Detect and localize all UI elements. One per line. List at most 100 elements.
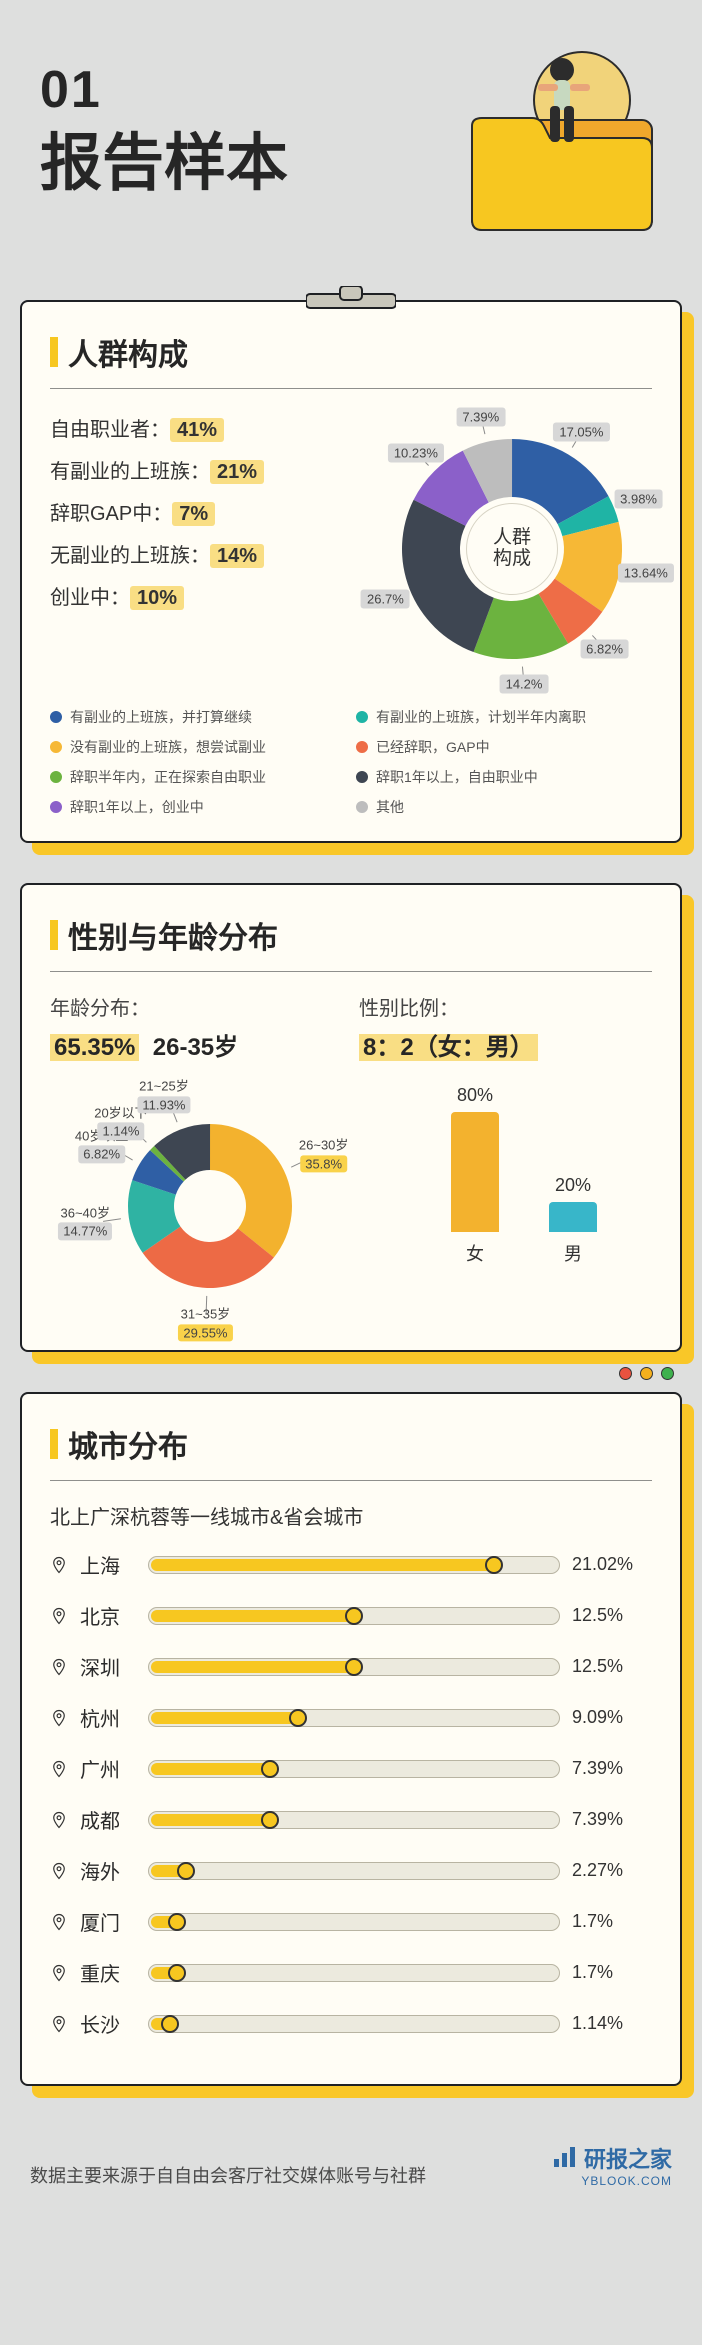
city-bar-list: 上海 21.02%北京 12.5%深圳 12.5%杭州 9.09%广州: [50, 1550, 652, 2038]
city-bar-track: [148, 1760, 560, 1778]
city-name: 重庆: [80, 1958, 136, 1987]
city-row: 北京 12.5%: [50, 1601, 652, 1630]
city-name: 长沙: [80, 2009, 136, 2038]
city-pct: 1.7%: [572, 1962, 652, 1983]
city-subtitle: 北上广深杭蓉等一线城市&省会城市: [50, 1501, 652, 1530]
legend-item: 辞职半年内，正在探索自由职业: [50, 767, 346, 787]
age-slice-label: 36~40岁14.77%: [52, 1204, 118, 1241]
donut-pct-label: 6.82%: [580, 639, 629, 658]
city-row: 长沙 1.14%: [50, 2009, 652, 2038]
summary-line: 有副业的上班族：21%: [50, 451, 356, 493]
clip-icon: [306, 286, 396, 310]
city-pct: 1.14%: [572, 2013, 652, 2034]
map-pin-icon: [50, 1760, 68, 1778]
gender-headline: 8：2（女：男）: [359, 1027, 652, 1062]
city-pct: 7.39%: [572, 1809, 652, 1830]
city-name: 成都: [80, 1805, 136, 1834]
city-row: 深圳 12.5%: [50, 1652, 652, 1681]
summary-line: 自由职业者：41%: [50, 409, 356, 451]
legend-item: 其他: [356, 797, 652, 817]
summary-line: 无副业的上班族：14%: [50, 535, 356, 577]
brand-sub: YBLOOK.COM: [552, 2174, 672, 2188]
age-heading: 年龄分布：: [50, 992, 343, 1021]
city-row: 成都 7.39%: [50, 1805, 652, 1834]
legend-item: 辞职1年以上，创业中: [50, 797, 346, 817]
city-bar-track: [148, 2015, 560, 2033]
donut-pct-label: 3.98%: [614, 490, 663, 509]
age-donut-chart: 26~30岁35.8%31~35岁29.55%36~40岁14.77%40岁以上…: [50, 1076, 380, 1326]
gender-bar-chart: 80%女 20%男: [396, 1086, 652, 1286]
folder-illustration: [412, 50, 672, 250]
page-footer: 数据主要来源于自自由会客厅社交媒体账号与社群 研报之家 YBLOOK.COM: [0, 2126, 702, 2218]
card-cities: 城市分布 北上广深杭蓉等一线城市&省会城市 上海 21.02%北京 12.5%深…: [20, 1392, 682, 2086]
map-pin-icon: [50, 1862, 68, 1880]
gender-heading: 性别比例：: [359, 992, 652, 1021]
legend-item: 有副业的上班族，并打算继续: [50, 707, 346, 727]
city-bar-track: [148, 1964, 560, 1982]
map-pin-icon: [50, 1607, 68, 1625]
summary-line: 创业中：10%: [50, 577, 356, 619]
city-row: 厦门 1.7%: [50, 1907, 652, 1936]
footer-note: 数据主要来源于自自由会客厅社交媒体账号与社群: [30, 2162, 426, 2188]
donut-pct-label: 26.7%: [361, 589, 410, 608]
city-name: 广州: [80, 1754, 136, 1783]
city-name: 深圳: [80, 1652, 136, 1681]
city-bar-track: [148, 1709, 560, 1727]
city-pct: 12.5%: [572, 1605, 652, 1626]
city-name: 厦门: [80, 1907, 136, 1936]
city-name: 上海: [80, 1550, 136, 1579]
city-bar-track: [148, 1913, 560, 1931]
age-slice-label: 21~25岁11.93%: [131, 1078, 196, 1115]
city-name: 海外: [80, 1856, 136, 1885]
donut-slice: [402, 500, 494, 652]
demographics-donut-chart: 人群 构成 17.05%3.98%13.64%6.82%14.2%26.7%10…: [372, 409, 652, 689]
city-bar-track: [148, 1607, 560, 1625]
map-pin-icon: [50, 1658, 68, 1676]
map-pin-icon: [50, 1811, 68, 1829]
city-pct: 7.39%: [572, 1758, 652, 1779]
city-pct: 9.09%: [572, 1707, 652, 1728]
city-pct: 12.5%: [572, 1656, 652, 1677]
map-pin-icon: [50, 2015, 68, 2033]
city-pct: 1.7%: [572, 1911, 652, 1932]
city-bar-track: [148, 1556, 560, 1574]
map-pin-icon: [50, 1709, 68, 1727]
decorative-dots: [619, 1367, 674, 1380]
city-bar-track: [148, 1862, 560, 1880]
city-pct: 21.02%: [572, 1554, 652, 1575]
age-slice-label: 31~35岁29.55%: [172, 1305, 238, 1342]
legend-item: 有副业的上班族，计划半年内离职: [356, 707, 652, 727]
city-row: 杭州 9.09%: [50, 1703, 652, 1732]
demographic-summary: 自由职业者：41%有副业的上班族：21%辞职GAP中：7%无副业的上班族：14%…: [50, 409, 356, 689]
age-headline: 65.35% 26-35岁: [50, 1027, 343, 1062]
donut-pct-label: 14.2%: [500, 675, 549, 694]
section-title: 人群构成: [50, 330, 652, 374]
page-header: 01 报告样本: [0, 0, 702, 280]
card-age-gender: 性别与年龄分布 年龄分布： 65.35% 26-35岁 性别比例： 8：2（女：…: [20, 883, 682, 1352]
summary-line: 辞职GAP中：7%: [50, 493, 356, 535]
city-row: 重庆 1.7%: [50, 1958, 652, 1987]
legend-item: 已经辞职，GAP中: [356, 737, 652, 757]
donut-pct-label: 13.64%: [618, 564, 674, 583]
map-pin-icon: [50, 1913, 68, 1931]
card-demographics: 人群构成 自由职业者：41%有副业的上班族：21%辞职GAP中：7%无副业的上班…: [20, 300, 682, 843]
city-row: 广州 7.39%: [50, 1754, 652, 1783]
map-pin-icon: [50, 1556, 68, 1574]
section-title: 性别与年龄分布: [50, 913, 652, 957]
city-pct: 2.27%: [572, 1860, 652, 1881]
legend-item: 没有副业的上班族，想尝试副业: [50, 737, 346, 757]
city-row: 上海 21.02%: [50, 1550, 652, 1579]
section-title: 城市分布: [50, 1422, 652, 1466]
donut-pct-label: 10.23%: [388, 443, 444, 462]
gender-bar: 20%男: [549, 1175, 597, 1266]
legend-item: 辞职1年以上，自由职业中: [356, 767, 652, 787]
map-pin-icon: [50, 1964, 68, 1982]
donut-pct-label: 17.05%: [553, 423, 609, 442]
city-bar-track: [148, 1811, 560, 1829]
demographics-legend: 有副业的上班族，并打算继续有副业的上班族，计划半年内离职没有副业的上班族，想尝试…: [50, 707, 652, 817]
gender-bar: 80%女: [451, 1085, 499, 1266]
city-row: 海外 2.27%: [50, 1856, 652, 1885]
age-slice-label: 26~30岁35.8%: [293, 1136, 355, 1173]
city-name: 杭州: [80, 1703, 136, 1732]
city-name: 北京: [80, 1601, 136, 1630]
